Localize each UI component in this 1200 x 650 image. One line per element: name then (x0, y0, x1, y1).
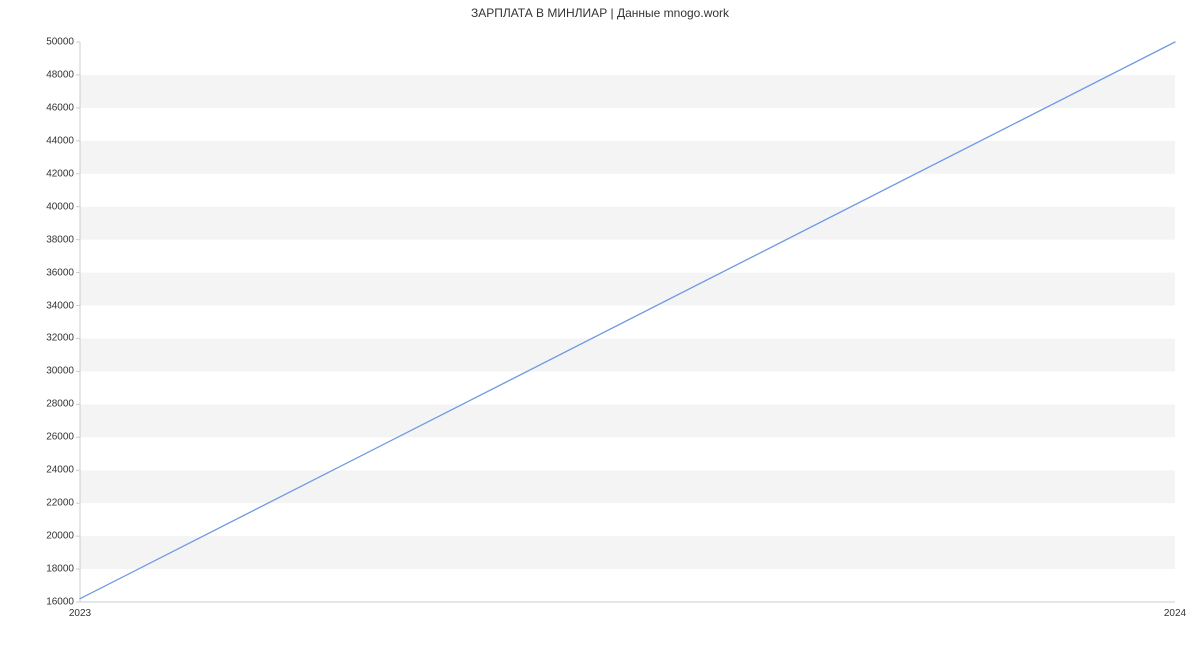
grid-band (80, 404, 1175, 437)
y-tick-label: 26000 (46, 432, 74, 443)
x-tick-label: 2024 (1164, 608, 1186, 619)
grid-band (80, 536, 1175, 569)
y-tick-label: 16000 (46, 597, 74, 608)
y-tick-label: 30000 (46, 366, 74, 377)
plot-svg (80, 42, 1175, 602)
grid-band (80, 569, 1175, 602)
y-tick-label: 46000 (46, 102, 74, 113)
y-tick-label: 32000 (46, 333, 74, 344)
y-tick-label: 20000 (46, 531, 74, 542)
grid-band (80, 503, 1175, 536)
grid-band (80, 470, 1175, 503)
grid-band (80, 240, 1175, 273)
grid-band (80, 306, 1175, 339)
salary-line-chart: ЗАРПЛАТА В МИНЛИАР | Данные mnogo.work 1… (0, 0, 1200, 650)
grid-band (80, 42, 1175, 75)
y-tick-label: 40000 (46, 201, 74, 212)
grid-band (80, 338, 1175, 371)
grid-band (80, 207, 1175, 240)
y-tick-label: 22000 (46, 498, 74, 509)
y-tick-label: 50000 (46, 37, 74, 48)
grid-band (80, 108, 1175, 141)
x-tick-label: 2023 (69, 608, 91, 619)
grid-band (80, 141, 1175, 174)
y-tick-label: 42000 (46, 168, 74, 179)
y-tick-label: 28000 (46, 399, 74, 410)
y-tick-label: 24000 (46, 465, 74, 476)
y-tick-label: 18000 (46, 564, 74, 575)
grid-band (80, 75, 1175, 108)
y-tick-label: 34000 (46, 300, 74, 311)
grid-band (80, 174, 1175, 207)
y-tick-label: 38000 (46, 234, 74, 245)
y-tick-label: 44000 (46, 135, 74, 146)
plot-area: 1600018000200002200024000260002800030000… (80, 42, 1175, 602)
grid-band (80, 371, 1175, 404)
y-tick-label: 36000 (46, 267, 74, 278)
grid-band (80, 273, 1175, 306)
chart-title: ЗАРПЛАТА В МИНЛИАР | Данные mnogo.work (0, 6, 1200, 20)
grid-band (80, 437, 1175, 470)
y-tick-label: 48000 (46, 69, 74, 80)
